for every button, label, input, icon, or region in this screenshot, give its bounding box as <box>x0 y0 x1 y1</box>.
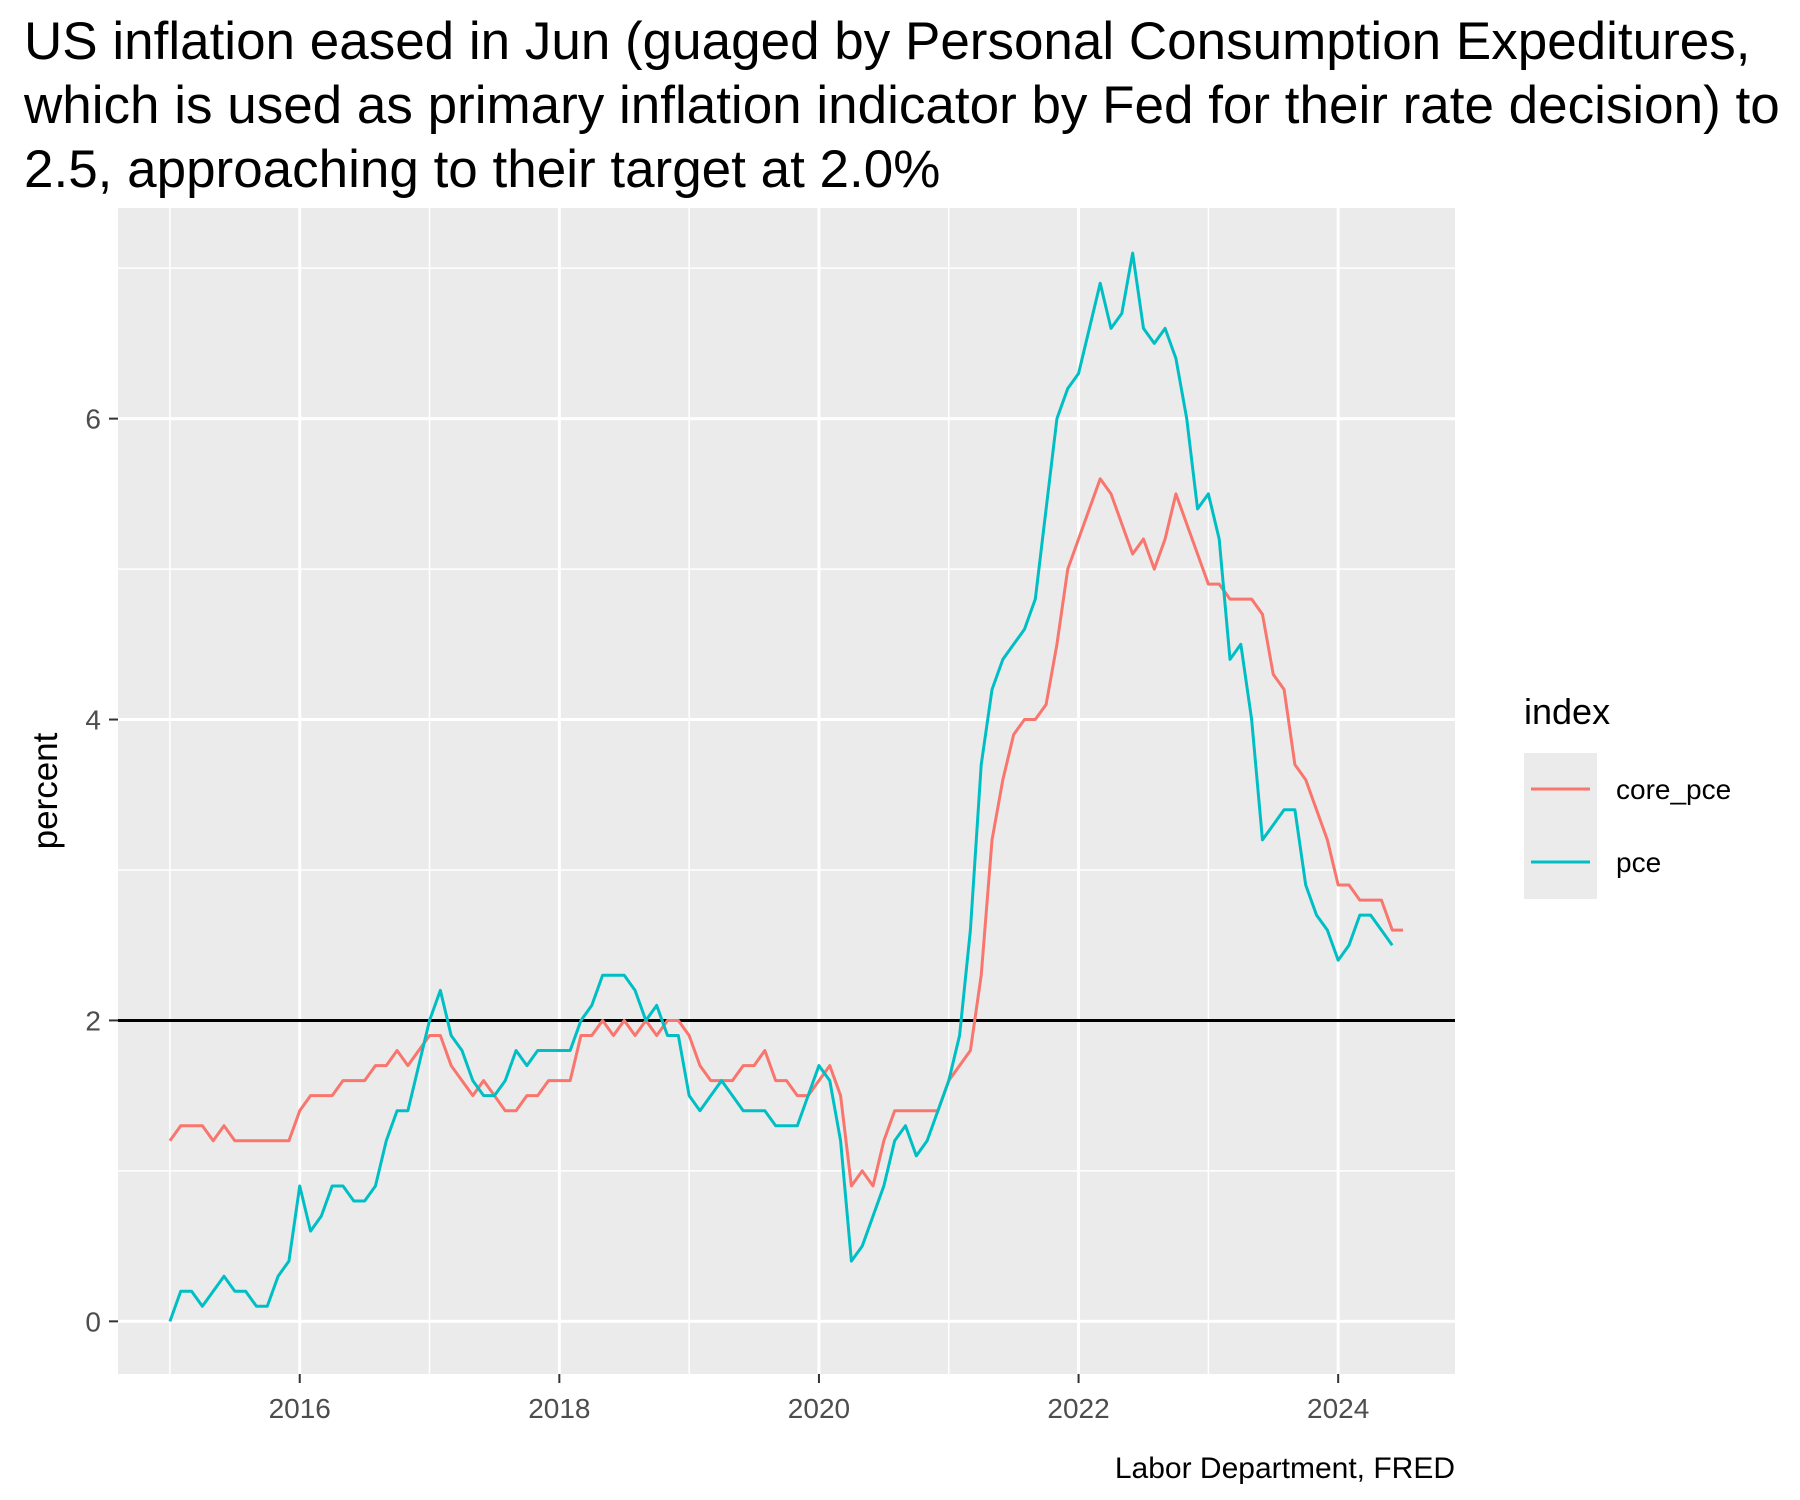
chart-title: US inflation eased in Jun (guaged by Per… <box>24 12 1780 199</box>
x-tick-label: 2018 <box>528 1393 590 1424</box>
y-tick-label: 4 <box>85 705 101 736</box>
y-tick-label: 6 <box>85 404 101 435</box>
chart-caption: Labor Department, FRED <box>1115 1452 1455 1485</box>
x-tick-label: 2022 <box>1047 1393 1109 1424</box>
legend-label-core_pce: core_pce <box>1616 774 1731 805</box>
x-tick-label: 2020 <box>788 1393 850 1424</box>
grid-minor <box>118 208 1455 1374</box>
series-lines <box>168 251 1404 1322</box>
y-tick-label: 0 <box>85 1306 101 1337</box>
x-tick-label: 2016 <box>269 1393 331 1424</box>
y-axis-title: percent <box>26 732 65 849</box>
x-tick-label: 2024 <box>1307 1393 1369 1424</box>
y-axis: 0 2 4 6 <box>85 404 118 1337</box>
series-line-core_pce <box>168 477 1404 1188</box>
legend-title: index <box>1524 691 1610 732</box>
legend-key-background <box>1524 753 1597 899</box>
series-line-pce <box>168 251 1394 1322</box>
legend-label-pce: pce <box>1616 847 1661 878</box>
y-tick-label: 2 <box>85 1005 101 1036</box>
plot-panel <box>118 208 1455 1374</box>
x-axis: 2016 2018 2020 2022 2024 <box>269 1374 1369 1424</box>
